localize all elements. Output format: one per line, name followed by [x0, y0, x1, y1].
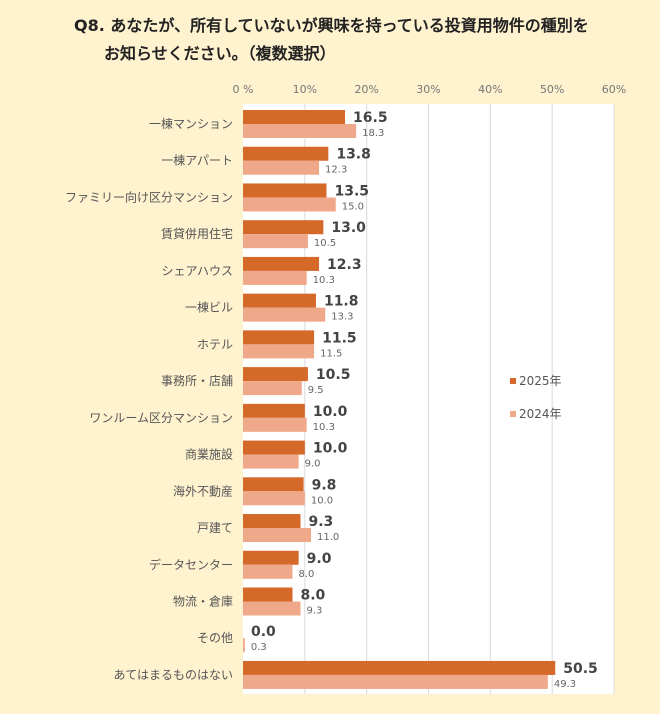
category-label: 戸建て: [197, 521, 233, 535]
category-label: 海外不動産: [173, 483, 233, 498]
data-label-2024: 9.0: [305, 459, 321, 470]
data-label-2024: 10.3: [313, 275, 335, 286]
bar-2024: [243, 674, 548, 689]
bar-2025: [243, 293, 316, 308]
chart-title-line2: お知らせください。（複数選択）: [104, 44, 336, 63]
category-label: データセンター: [149, 557, 233, 572]
legend-label: 2024年: [519, 407, 562, 421]
data-label-2024: 10.3: [313, 422, 335, 433]
data-label-2025: 9.8: [312, 477, 337, 493]
bar-2025: [243, 183, 327, 198]
data-label-2024: 49.3: [554, 679, 576, 690]
bar-2024: [243, 344, 315, 359]
bar-2024: [243, 417, 307, 432]
data-label-2024: 18.3: [362, 128, 384, 139]
data-label-2025: 16.5: [353, 110, 388, 126]
data-label-2024: 10.5: [314, 238, 336, 249]
category-label: その他: [197, 631, 233, 645]
data-label-2025: 12.3: [327, 257, 362, 273]
x-tick-label: 20%: [354, 83, 378, 96]
data-label-2025: 13.8: [336, 147, 371, 163]
bar-2024: [243, 601, 301, 616]
data-label-2025: 9.0: [307, 551, 332, 567]
bar-2025: [243, 110, 346, 124]
data-label-2024: 9.3: [307, 605, 323, 616]
bar-2025: [243, 587, 293, 602]
data-label-2025: 13.5: [334, 183, 369, 199]
category-label: 一棟ビル: [185, 300, 233, 315]
bar-2025: [243, 146, 329, 161]
bar-2024: [243, 270, 307, 285]
bar-2025: [243, 330, 315, 345]
data-label-2024: 10.0: [311, 495, 333, 506]
data-label-2024: 11.5: [320, 348, 342, 359]
bar-2024: [243, 381, 302, 396]
category-label: 商業施設: [185, 447, 233, 462]
data-label-2025: 50.5: [563, 661, 598, 677]
data-label-2025: 13.0: [331, 220, 366, 236]
bar-2024: [243, 454, 299, 469]
x-tick-label: 10%: [293, 83, 317, 96]
data-label-2024: 0.3: [251, 642, 267, 653]
legend-label: 2025年: [519, 374, 562, 388]
data-label-2025: 11.5: [322, 330, 357, 346]
bar-2024: [243, 234, 308, 249]
data-label-2025: 10.5: [316, 367, 351, 383]
data-label-2025: 11.8: [324, 294, 359, 310]
bar-2025: [243, 550, 299, 565]
category-label: 事務所・店舗: [161, 374, 233, 388]
x-tick-label: 30%: [416, 83, 440, 96]
data-label-2024: 11.0: [317, 532, 339, 543]
x-tick-label: 50%: [540, 83, 564, 96]
category-label: 賃貸併用住宅: [161, 226, 233, 241]
legend-marker: [510, 411, 516, 417]
data-label-2024: 9.5: [308, 385, 324, 396]
category-label: ホテル: [197, 337, 233, 351]
bar-2025: [243, 367, 308, 382]
x-tick-label: 40%: [478, 83, 502, 96]
bar-2024: [243, 564, 293, 579]
bar-2025: [243, 440, 305, 455]
chart-title-line1: Q8. あなたが、所有していないが興味を持っている投資用物件の種別を: [74, 16, 589, 35]
bar-2024: [243, 160, 320, 175]
bar-2024: [243, 528, 312, 543]
data-label-2025: 0.0: [251, 624, 276, 640]
category-label: 一棟マンション: [149, 116, 233, 131]
category-label: ファミリー向け区分マンション: [65, 189, 233, 204]
category-label: ワンルーム区分マンション: [89, 411, 233, 425]
bar-2025: [243, 403, 305, 418]
bar-2024: [243, 638, 245, 653]
bar-2024: [243, 491, 305, 506]
data-label-2024: 12.3: [325, 165, 347, 176]
x-tick-label: 60%: [602, 83, 626, 96]
bar-2025: [243, 514, 301, 529]
bar-2024: [243, 197, 336, 212]
bar-2024: [243, 124, 357, 138]
category-label: 物流・倉庫: [173, 593, 233, 608]
bar-2024: [243, 307, 326, 322]
bar-2025: [243, 256, 320, 271]
category-label: あてはまるものはない: [113, 668, 233, 682]
category-label: シェアハウス: [161, 264, 233, 278]
data-label-2025: 10.0: [313, 441, 348, 457]
data-label-2025: 10.0: [313, 404, 348, 420]
data-label-2025: 8.0: [300, 587, 325, 603]
bar-2025: [243, 220, 324, 235]
x-tick-label: 0 %: [233, 83, 254, 96]
legend-marker: [510, 378, 516, 384]
category-label: 一棟アパート: [161, 153, 233, 168]
data-label-2024: 15.0: [342, 201, 364, 212]
data-label-2024: 13.3: [331, 312, 353, 323]
data-label-2024: 8.0: [298, 569, 314, 580]
bar-2025: [243, 660, 556, 675]
bar-2025: [243, 477, 304, 492]
data-label-2025: 9.3: [309, 514, 334, 530]
